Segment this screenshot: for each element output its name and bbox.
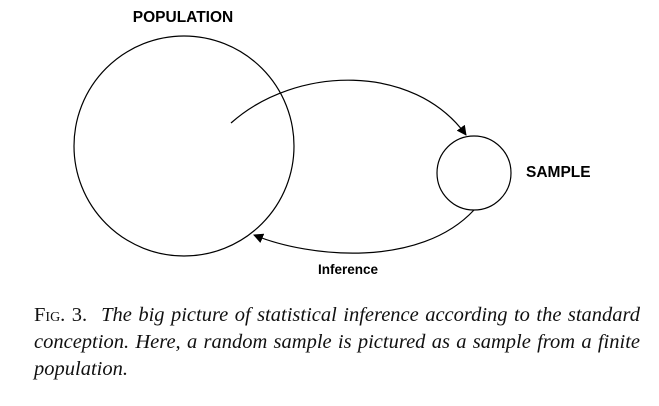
population-circle [73,35,295,257]
inference-label: Inference [318,262,379,277]
inference-arrow [253,209,475,254]
sample-label: SAMPLE [526,164,591,181]
figure-number: Fig. 3. [34,304,88,326]
inference-diagram: POPULATION SAMPLE Inference [73,9,591,277]
figure-caption: Fig. 3. The big picture of statistical in… [34,302,640,383]
caption-text: The big picture of statistical inference… [34,304,640,380]
sampling-arrow [230,79,467,136]
sample-circle [436,135,512,211]
population-label: POPULATION [133,9,233,26]
